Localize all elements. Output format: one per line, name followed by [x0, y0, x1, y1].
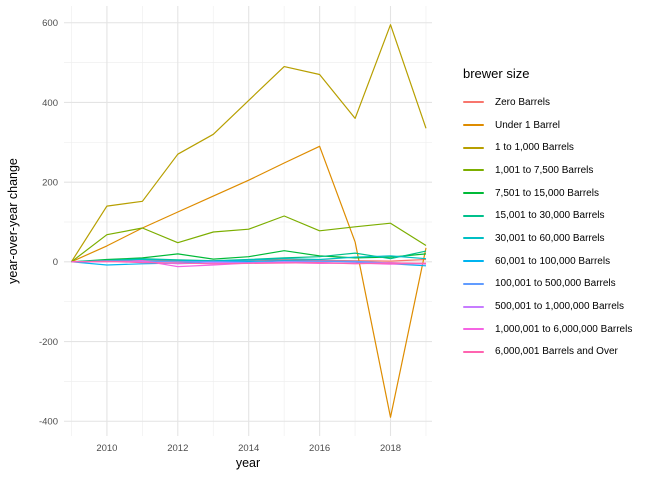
legend-key-line: [463, 192, 484, 195]
x-tick-label: 2016: [309, 443, 330, 454]
legend-item-7: 60,001 to 100,000 Barrels: [463, 250, 668, 273]
x-tick-label: 2018: [380, 443, 401, 454]
legend-key-line: [463, 305, 484, 308]
series-line: [71, 255, 427, 263]
legend-label: 1,000,001 to 6,000,000 Barrels: [495, 323, 633, 335]
x-tick-label: 2012: [167, 443, 188, 454]
legend-key-line: [463, 260, 484, 263]
legend-item-2: 1 to 1,000 Barrels: [463, 136, 668, 159]
legend: brewer size Zero Barrels Under 1 Barrel 1 …: [463, 66, 668, 363]
legend-item-0: Zero Barrels: [463, 91, 668, 114]
legend-key-line: [463, 282, 484, 285]
legend-item-4: 7,501 to 15,000 Barrels: [463, 182, 668, 205]
legend-label: Under 1 Barrel: [495, 119, 561, 131]
plot-panel: -400 -200 0 200 400 600 2010 2012 2014 2016 2018 ye…: [6, 6, 432, 470]
legend-item-1: Under 1 Barrel: [463, 114, 668, 137]
y-tick-label: 400: [42, 98, 58, 109]
y-tick-label: 600: [42, 18, 58, 29]
legend-label: 1,001 to 7,500 Barrels: [495, 164, 594, 176]
series-line: [71, 260, 427, 265]
legend-key-line: [463, 146, 484, 149]
legend-label: 500,001 to 1,000,000 Barrels: [495, 301, 624, 313]
legend-label: 30,001 to 60,000 Barrels: [495, 232, 605, 244]
legend-item-5: 15,001 to 30,000 Barrels: [463, 204, 668, 227]
legend-label: 100,001 to 500,000 Barrels: [495, 278, 616, 290]
legend-item-9: 500,001 to 1,000,000 Barrels: [463, 295, 668, 318]
legend-key-line: [463, 124, 484, 127]
legend-key-line: [463, 350, 484, 353]
legend-item-10: 1,000,001 to 6,000,000 Barrels: [463, 318, 668, 341]
x-tick-label: 2010: [96, 443, 117, 454]
legend-key-line: [463, 237, 484, 240]
legend-label: 6,000,001 Barrels and Over: [495, 346, 618, 358]
legend-item-11: 6,000,001 Barrels and Over: [463, 341, 668, 364]
y-tick-label: 0: [53, 257, 58, 268]
y-tick-label: -200: [39, 337, 58, 348]
series-line: [71, 145, 427, 418]
series-line: [71, 215, 427, 263]
y-tick-label: -400: [39, 417, 58, 428]
legend-key-line: [463, 214, 484, 217]
legend-label: 15,001 to 30,000 Barrels: [495, 210, 605, 222]
legend-title: brewer size: [463, 66, 530, 81]
legend-label: 60,001 to 100,000 Barrels: [495, 255, 611, 267]
x-axis-title: year: [236, 456, 260, 470]
legend-items: Zero Barrels Under 1 Barrel 1 to 1,000 Bar…: [463, 91, 668, 363]
legend-key-line: [463, 169, 484, 172]
legend-key-line: [463, 328, 484, 331]
y-tick-label: 200: [42, 178, 58, 189]
series-line: [71, 250, 427, 263]
legend-item-3: 1,001 to 7,500 Barrels: [463, 159, 668, 182]
legend-item-8: 100,001 to 500,000 Barrels: [463, 273, 668, 296]
legend-label: Zero Barrels: [495, 96, 551, 108]
legend-label: 1 to 1,000 Barrels: [495, 142, 574, 154]
x-tick-label: 2014: [238, 443, 259, 454]
y-axis-title: year-over-year change: [6, 158, 20, 284]
legend-label: 7,501 to 15,000 Barrels: [495, 187, 599, 199]
legend-item-6: 30,001 to 60,000 Barrels: [463, 227, 668, 250]
series-line: [70, 24, 427, 263]
legend-key-line: [463, 101, 484, 104]
